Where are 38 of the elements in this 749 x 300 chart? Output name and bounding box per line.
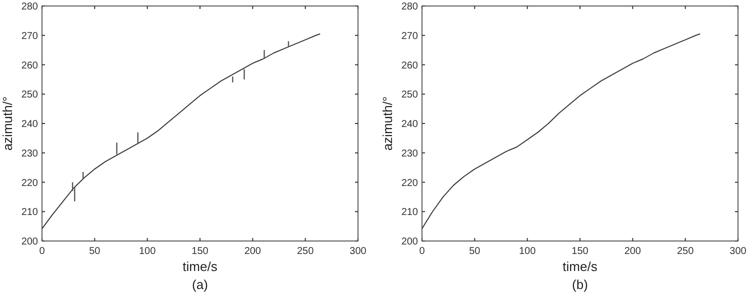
- y-tick-label: 200: [21, 236, 38, 248]
- y-tick-label: 260: [21, 60, 38, 72]
- x-tick-label: 200: [624, 246, 642, 257]
- y-tick-label: 250: [21, 90, 38, 101]
- x-axis-title: time/s: [182, 259, 218, 274]
- y-tick-label: 260: [401, 60, 418, 72]
- y-tick-label: 220: [401, 178, 418, 189]
- x-tick-label: 50: [469, 246, 481, 257]
- x-tick-label: 150: [572, 246, 589, 257]
- y-tick-label: 220: [21, 178, 38, 189]
- x-tick-label: 100: [138, 246, 156, 257]
- y-tick-label: 200: [401, 236, 418, 248]
- x-tick-label: 200: [244, 246, 262, 257]
- y-tick-label: 270: [401, 30, 418, 42]
- y-tick-label: 280: [401, 2, 418, 12]
- y-tick-label: 230: [401, 148, 418, 160]
- x-tick-label: 250: [296, 246, 314, 257]
- x-tick-label: 0: [39, 246, 46, 257]
- y-tick-label: 240: [21, 119, 38, 130]
- text: (a): [192, 277, 208, 292]
- x-axis-title: time/s: [562, 259, 598, 274]
- x-tick-label: 50: [89, 246, 101, 257]
- text: (b): [572, 277, 588, 292]
- y-axis-title: azimuth/°: [380, 96, 395, 151]
- x-tick-label: 0: [419, 246, 426, 257]
- x-tick-label: 300: [730, 246, 747, 257]
- y-tick-label: 270: [21, 30, 38, 42]
- y-tick-label: 230: [21, 148, 38, 160]
- y-tick-label: 250: [401, 90, 418, 101]
- x-tick-label: 150: [192, 246, 209, 257]
- y-tick-label: 280: [21, 2, 38, 12]
- x-tick-label: 100: [518, 246, 536, 257]
- y-axis-title: azimuth/°: [0, 96, 15, 151]
- y-tick-label: 240: [401, 119, 418, 130]
- y-tick-label: 210: [401, 207, 418, 218]
- y-tick-label: 210: [21, 207, 38, 218]
- x-tick-label: 250: [676, 246, 694, 257]
- x-tick-label: 300: [350, 246, 367, 257]
